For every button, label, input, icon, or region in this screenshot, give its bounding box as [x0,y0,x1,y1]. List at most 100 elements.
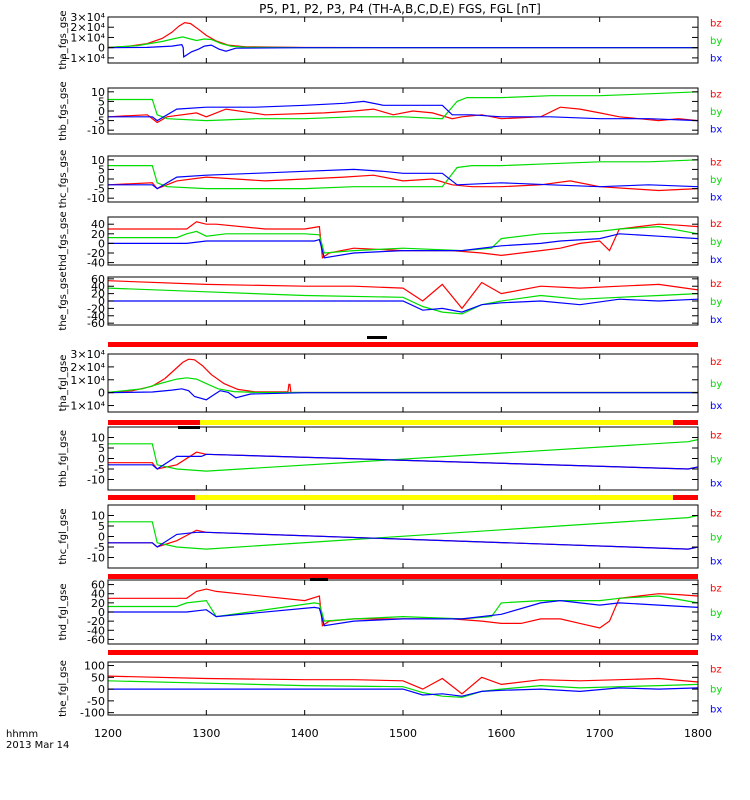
legend-bx: bx [710,255,722,266]
legend-by: by [710,36,722,47]
plot-frame [107,216,699,266]
y-tick-label: 60 [91,579,105,592]
series-by-line [108,91,698,122]
y-tick-label: -20 [87,247,105,260]
legend-by: by [710,237,722,248]
y-tick-label: 0 [98,237,105,250]
series-bx-line [108,388,698,401]
y-tick-label: 3×10⁴ [70,348,105,361]
status-marker [178,426,200,429]
legend-bx: bx [710,705,722,716]
y-tick-label: 3×10⁴ [70,11,105,24]
y-tick-label: -40 [87,624,105,637]
y-axis-label: thc_fgl_gse [58,508,69,564]
y-tick-label: 100 [84,660,105,673]
y-axis-label: tha_fgs_gse [58,10,69,69]
plot-frame [107,353,699,413]
series-by-line [108,36,698,49]
series-bx-line [108,599,698,627]
series-bx-line [108,453,698,470]
y-tick-label: 0 [98,42,105,55]
x-tick-label: 1700 [586,727,614,740]
y-tick-label: 2×10⁴ [70,361,105,374]
legend-bz: bz [710,158,722,169]
status-bar-segment [108,574,698,579]
series-bz-line [108,675,698,695]
status-marker [367,336,387,339]
y-tick-label: -40 [87,257,105,270]
series-by-line [108,225,698,254]
series-bx-line [108,298,698,313]
y-tick-label: 20 [91,288,105,301]
legend-by: by [710,379,722,390]
series-bz-line [108,221,698,259]
series-bx-line [108,100,698,122]
status-marker [310,578,328,581]
series-bz-line [108,21,698,49]
legend-by: by [710,107,722,118]
legend-bx: bx [710,124,722,135]
y-tick-label: 2×10⁴ [70,21,105,34]
x-tick-label: 1600 [487,727,515,740]
x-tick-label: 1400 [291,727,319,740]
series-bz-line [108,106,698,124]
y-axis-label: thb_fgl_gse [58,430,69,487]
legend-bx: bx [710,53,722,64]
y-tick-label: 20 [91,228,105,241]
series-by-line [108,595,698,622]
y-tick-label: -100 [80,707,105,720]
legend-bx: bx [710,192,722,203]
status-bar-segment [108,420,200,425]
y-axis-label: tha_fgl_gse [58,355,69,412]
series-bx-line [108,687,698,697]
legend-bz: bz [710,90,722,101]
y-axis-label: thd_fgs_gse [58,211,69,270]
y-tick-label: -5 [94,115,105,128]
series-bx-line [108,233,698,259]
legend-by: by [710,533,722,544]
y-tick-label: -5 [94,183,105,196]
legend-bx: bx [710,315,722,326]
x-tick-label: 1500 [389,727,417,740]
legend-bz: bz [710,219,722,230]
series-by-line [108,287,698,315]
series-bz-line [108,174,698,192]
y-tick-label: -10 [87,192,105,205]
legend-by: by [710,685,722,696]
legend-bz: bz [710,357,722,368]
status-bar-segment [108,650,698,655]
y-tick-label: −1×10⁴ [61,400,105,413]
y-axis-label: the_fgl_gse [58,660,69,717]
y-tick-label: -10 [87,474,105,487]
y-tick-label: 0 [98,295,105,308]
status-bar-segment [673,495,698,500]
figure-title: P5, P1, P2, P3, P4 (TH-A,B,C,D,E) FGS, F… [259,2,541,16]
legend-bz: bz [710,279,722,290]
legend-by: by [710,175,722,186]
x-tick-label: 1200 [94,727,122,740]
y-tick-label: 40 [91,280,105,293]
legend-by: by [710,455,722,466]
legend-bx: bx [710,632,722,643]
legend-bz: bz [710,509,722,520]
series-bz-line [108,358,698,394]
y-tick-label: 0 [98,387,105,400]
series-by-line [108,159,698,190]
y-tick-label: 10 [91,510,105,523]
y-tick-label: 10 [91,432,105,445]
status-bar-segment [108,495,195,500]
y-tick-label: -5 [94,541,105,554]
y-tick-label: 40 [91,588,105,601]
series-by-line [108,439,698,472]
y-axis-label: thc_fgs_gse [58,150,69,209]
y-tick-label: 5 [98,95,105,108]
